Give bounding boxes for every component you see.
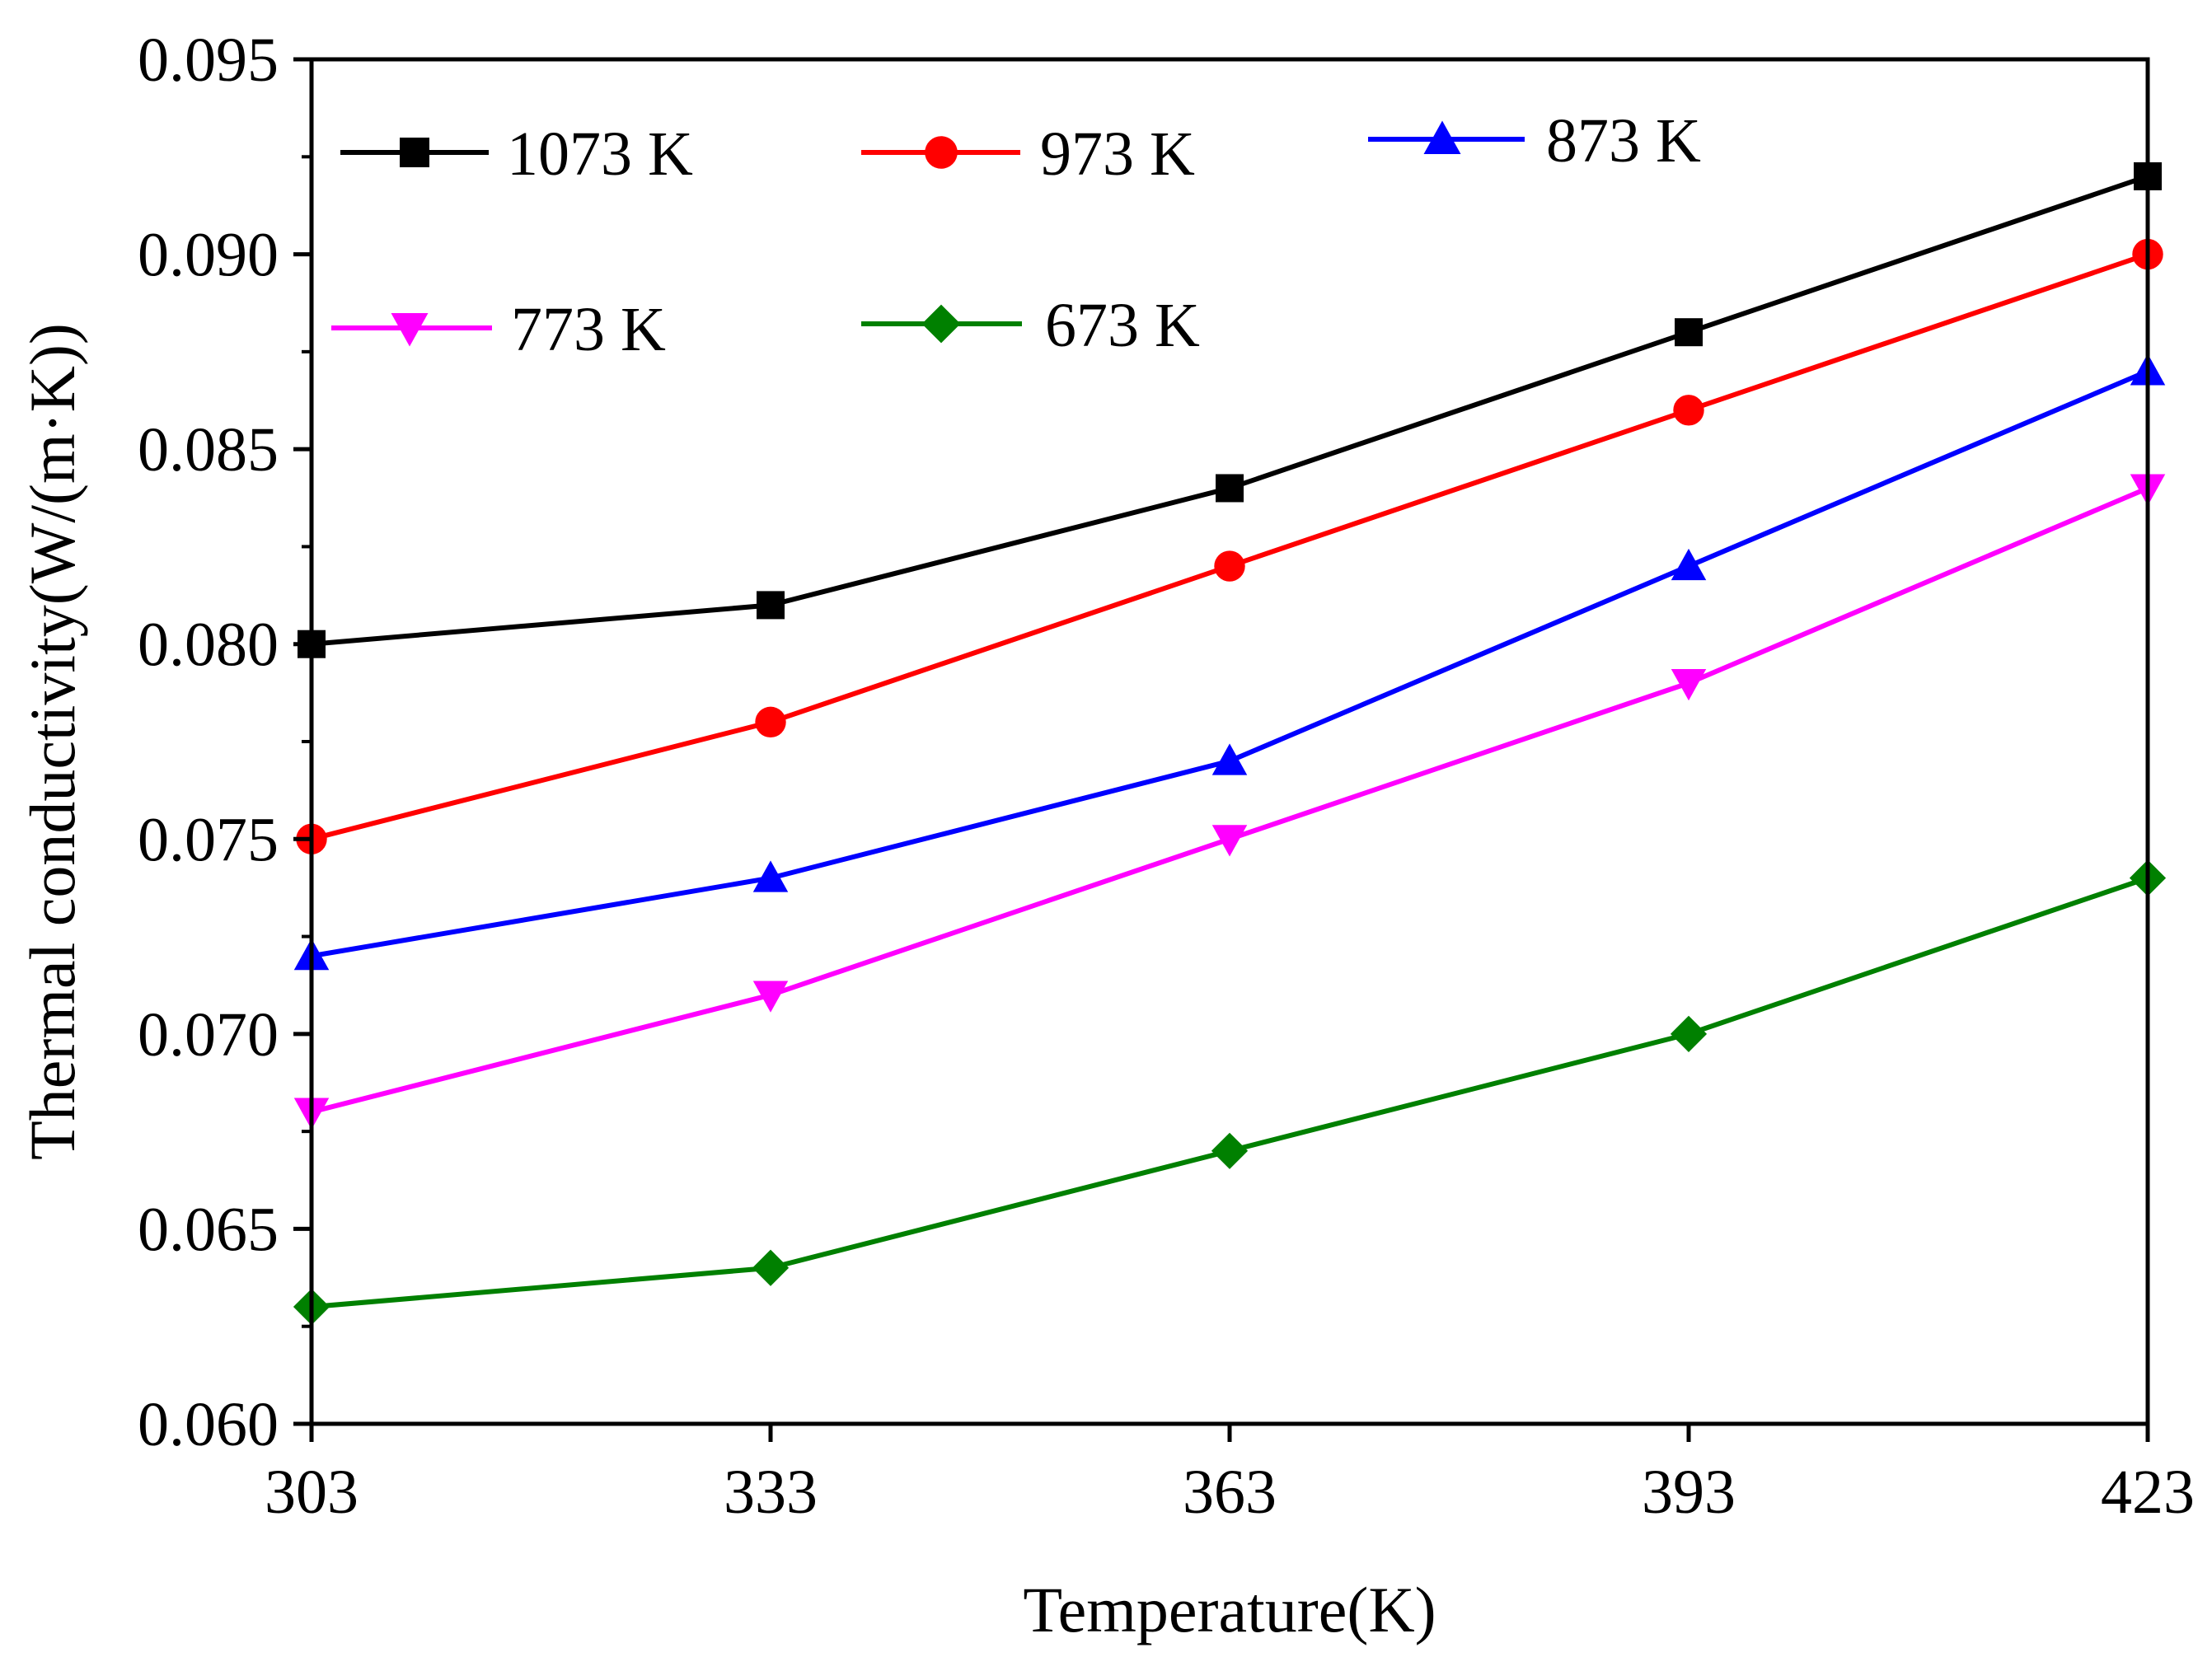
data-point-973-k xyxy=(1673,395,1704,426)
data-point-1073-k xyxy=(1216,474,1244,503)
series-line-873-k xyxy=(311,368,2149,959)
y-tick-label: 0.090 xyxy=(138,221,279,290)
legend-marker xyxy=(391,313,429,347)
series-673-k xyxy=(293,859,2167,1326)
series-1073-k xyxy=(298,161,2162,658)
legend-label: 673 K xyxy=(1045,291,1200,360)
data-point-773-k xyxy=(1211,825,1248,857)
data-point-1073-k xyxy=(757,591,785,620)
x-tick-label: 333 xyxy=(724,1458,818,1527)
legend-label: 773 K xyxy=(511,295,666,364)
legend-label: 873 K xyxy=(1546,106,1701,176)
legend-marker xyxy=(921,304,961,344)
legend-item-973-k: 973 K xyxy=(861,119,1195,189)
legend-marker xyxy=(925,136,958,169)
data-point-773-k xyxy=(1671,669,1707,701)
x-tick-label: 363 xyxy=(1183,1458,1277,1527)
series-layer xyxy=(293,161,2167,1326)
axis-ticks: 303 333 363 393 423 0.060 0.065 0.070 0.075 0.080… xyxy=(138,26,2195,1527)
legend-item-773-k: 773 K xyxy=(331,295,666,364)
y-tick-label: 0.085 xyxy=(138,415,279,484)
x-tick-label: 393 xyxy=(1642,1458,1736,1527)
legend: 1073 K 973 K 873 K 773 K 673 K xyxy=(331,106,1701,364)
data-point-973-k xyxy=(1214,550,1245,582)
legend-label: 1073 K xyxy=(507,119,693,189)
data-point-1073-k xyxy=(1675,318,1703,347)
data-point-673-k xyxy=(752,1249,790,1286)
data-point-673-k xyxy=(1211,1132,1249,1169)
plot-frame xyxy=(309,57,2150,1426)
y-tick-label: 0.065 xyxy=(138,1195,279,1264)
x-tick-label: 303 xyxy=(265,1458,359,1527)
series-line-673-k xyxy=(311,875,2149,1310)
data-point-873-k xyxy=(1211,743,1248,775)
legend-marker xyxy=(1423,120,1461,154)
series-973-k xyxy=(296,238,2163,854)
data-point-773-k xyxy=(752,981,789,1013)
legend-label: 973 K xyxy=(1040,119,1195,189)
y-tick-label: 0.095 xyxy=(138,26,279,95)
data-point-873-k xyxy=(752,860,789,892)
data-point-973-k xyxy=(755,706,786,738)
legend-item-1073-k: 1073 K xyxy=(340,119,693,189)
data-point-873-k xyxy=(1671,548,1707,581)
legend-item-673-k: 673 K xyxy=(861,291,1200,360)
legend-item-873-k: 873 K xyxy=(1368,106,1701,176)
x-tick-label: 423 xyxy=(2101,1458,2195,1527)
series-873-k xyxy=(293,353,2166,971)
legend-marker xyxy=(400,138,429,167)
y-tick-label: 0.070 xyxy=(138,1000,279,1070)
y-axis-label: Thermal conductivity(W/(m·K)) xyxy=(16,323,88,1160)
x-axis-label: Temperature(K) xyxy=(1023,1574,1436,1645)
series-line-773-k xyxy=(311,485,2149,1115)
data-point-673-k xyxy=(1670,1015,1708,1052)
y-tick-label: 0.075 xyxy=(138,805,279,874)
y-tick-label: 0.060 xyxy=(138,1390,279,1459)
y-tick-label: 0.080 xyxy=(138,611,279,680)
